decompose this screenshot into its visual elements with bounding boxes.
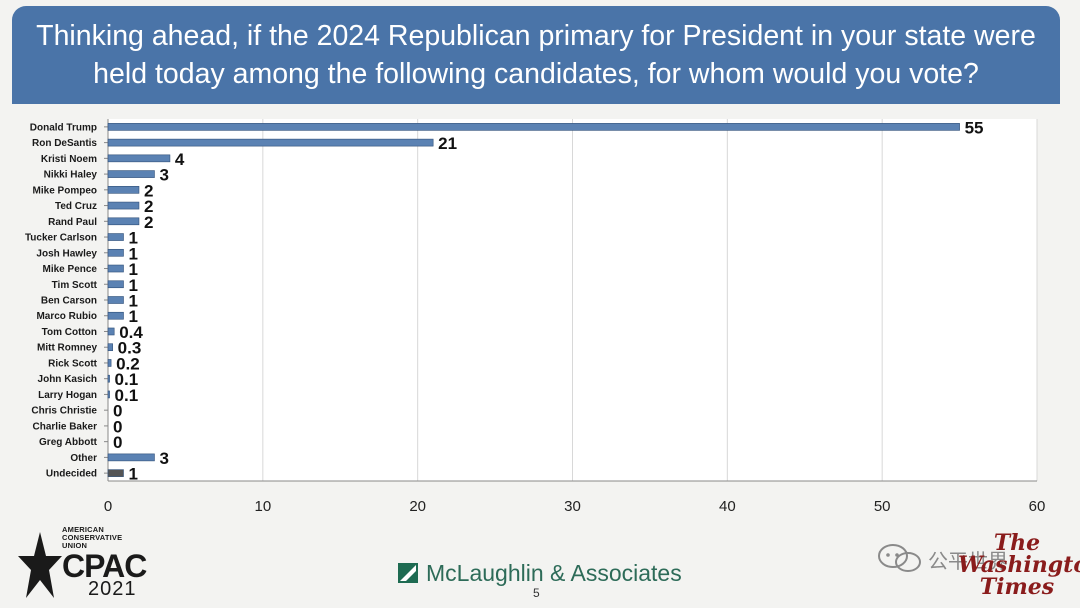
x-tick-label: 40 [719, 498, 736, 515]
category-label: John Kasich [38, 374, 97, 385]
data-label: 21 [438, 134, 457, 153]
bar [107, 469, 124, 477]
category-label: Charlie Baker [33, 421, 98, 432]
bar [107, 343, 113, 352]
data-label: 1 [128, 465, 137, 484]
x-tick-label: 50 [874, 498, 891, 515]
bar [107, 311, 124, 320]
bar [107, 186, 140, 194]
category-label: Marco Rubio [36, 311, 97, 322]
category-label: Mike Pence [43, 264, 98, 275]
category-label: Greg Abbott [39, 437, 98, 448]
bar [107, 280, 124, 289]
category-label: Nikki Haley [44, 170, 98, 181]
category-label: Rand Paul [48, 217, 97, 228]
category-label: Tucker Carlson [25, 233, 97, 244]
x-tick-label: 30 [564, 498, 581, 515]
x-tick-label: 20 [409, 498, 426, 515]
x-tick-label: 10 [254, 498, 271, 515]
bar [107, 170, 155, 178]
bar [107, 248, 124, 257]
pollster-name: McLaughlin & Associates [426, 559, 682, 586]
data-label: 0.4 [119, 323, 143, 342]
pollster-mark-icon [398, 563, 418, 583]
bar [107, 390, 110, 399]
bar [107, 359, 112, 367]
category-label: Tim Scott [52, 280, 98, 291]
data-label: 3 [159, 166, 168, 185]
category-label: Chris Christie [31, 406, 97, 417]
bar [107, 453, 155, 462]
data-label: 1 [128, 260, 137, 279]
data-label: 1 [128, 229, 137, 248]
bar [107, 154, 171, 163]
title-line-1: Thinking ahead, if the 2024 Republican p… [36, 20, 1036, 52]
data-label: 2 [144, 197, 153, 216]
category-label: Undecided [46, 469, 97, 480]
data-label: 0 [113, 417, 122, 436]
cpac-org-name: AMERICAN CONSERVATIVE UNION [62, 525, 123, 550]
data-label: 0 [113, 433, 122, 452]
star-icon [18, 532, 62, 598]
bar [107, 374, 110, 383]
x-tick-label: 0 [104, 498, 112, 515]
category-label: Larry Hogan [38, 390, 97, 401]
chart-title: Thinking ahead, if the 2024 Republican p… [36, 17, 1036, 93]
data-label: 1 [128, 244, 137, 263]
data-label: 0 [113, 402, 122, 421]
data-label: 0.2 [116, 354, 140, 373]
x-tick-label: 60 [1029, 498, 1046, 515]
category-label: Kristi Noem [41, 154, 97, 165]
bar [107, 296, 124, 304]
data-label: 55 [965, 118, 984, 137]
category-label: Josh Hawley [36, 248, 97, 259]
bar [107, 138, 434, 147]
category-label: Ron DeSantis [32, 138, 97, 149]
title-banner: Thinking ahead, if the 2024 Republican p… [12, 6, 1060, 104]
cpac-year: 2021 [88, 578, 137, 600]
cpac-logo: AMERICAN CONSERVATIVE UNION CPAC 2021 [18, 524, 158, 600]
bar [107, 233, 124, 241]
watermark-text: 公平世界 [928, 550, 1008, 573]
category-label: Mike Pompeo [33, 185, 97, 196]
data-label: 4 [175, 150, 185, 169]
title-line-2: held today among the following candidate… [93, 58, 979, 90]
category-label: Rick Scott [48, 358, 98, 369]
bar [107, 201, 140, 210]
data-label: 1 [128, 307, 137, 326]
data-label: 1 [128, 276, 137, 295]
data-label: 2 [144, 213, 153, 232]
chat-bubbles-icon [878, 544, 921, 572]
cpac-name: CPAC [62, 548, 147, 584]
category-label: Ted Cruz [55, 201, 97, 212]
page-number: 5 [533, 586, 540, 600]
data-label: 3 [159, 449, 168, 468]
newspaper-logo: The Washington Times [958, 530, 1080, 600]
data-label: 2 [144, 181, 153, 200]
watermark: 公平世界 [878, 544, 1008, 574]
bar [107, 264, 124, 273]
pollster-logo: McLaughlin & Associates [398, 558, 682, 588]
bar [107, 327, 115, 336]
category-label: Tom Cotton [42, 327, 97, 338]
bar [107, 217, 140, 226]
data-label: 1 [128, 292, 137, 311]
category-label: Ben Carson [41, 296, 97, 307]
category-label: Mitt Romney [37, 343, 97, 354]
bar [107, 123, 960, 131]
category-label: Other [70, 453, 97, 464]
category-label: Donald Trump [30, 122, 97, 133]
data-label: 0.1 [115, 386, 139, 405]
data-label: 0.3 [118, 339, 142, 358]
data-label: 0.1 [115, 370, 139, 389]
